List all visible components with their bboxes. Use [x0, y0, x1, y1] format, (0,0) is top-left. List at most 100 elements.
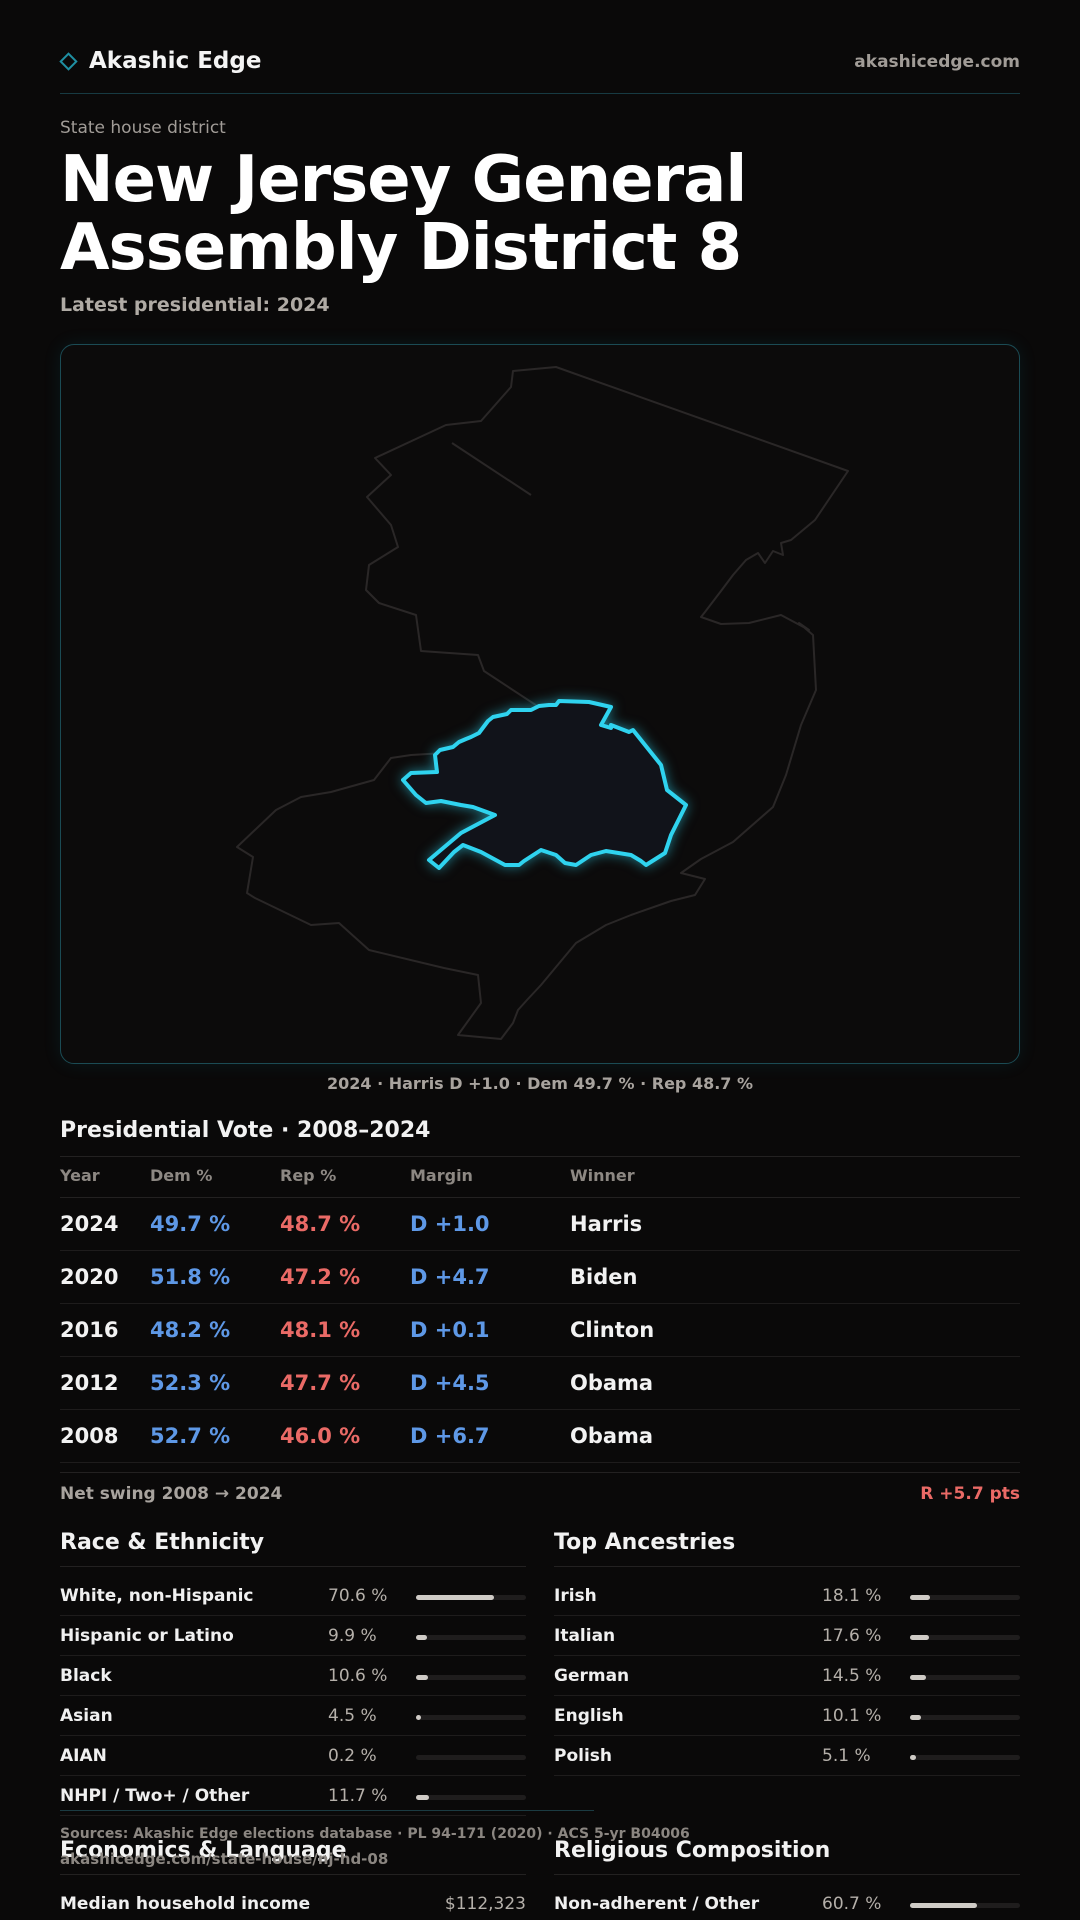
stat-bar [416, 1595, 526, 1600]
col-margin: Margin [410, 1166, 473, 1185]
stat-percent: 4.5 % [328, 1706, 377, 1726]
district-8-shape [401, 699, 688, 870]
net-swing-value: R +5.7 pts [920, 1484, 1020, 1504]
stat-percent: 10.6 % [328, 1666, 388, 1686]
stat-bar-fill [910, 1595, 930, 1600]
row-year: 2012 [60, 1371, 119, 1395]
row-dem: 52.3 % [150, 1371, 231, 1395]
stat-percent: 18.1 % [822, 1586, 882, 1606]
list-item: Hispanic or Latino 9.9 % [60, 1616, 526, 1656]
vote-table-header: Year Dem % Rep % Margin Winner [60, 1166, 1020, 1198]
stat-percent: 60.7 % [822, 1894, 882, 1914]
row-dem: 49.7 % [150, 1212, 231, 1236]
header: Akashic Edge akashicedge.com [59, 48, 1020, 94]
sources-note: Sources: Akashic Edge elections database… [60, 1826, 690, 1842]
row-margin: D +4.7 [410, 1265, 490, 1289]
row-winner: Biden [570, 1265, 638, 1289]
brand[interactable]: Akashic Edge [59, 48, 261, 74]
stat-percent: 0.2 % [328, 1746, 377, 1766]
list-item: German 14.5 % [554, 1656, 1020, 1696]
row-winner: Clinton [570, 1318, 655, 1342]
row-winner: Obama [570, 1371, 654, 1395]
list-item: Non-adherent / Other 60.7 % [554, 1884, 1020, 1920]
stat-label: Non-adherent / Other [554, 1894, 760, 1914]
stat-label: Black [60, 1666, 112, 1686]
net-swing-label: Net swing 2008 → 2024 [60, 1484, 283, 1504]
page-url[interactable]: akashicedge.com/state-house/nj-hd-08 [60, 1850, 389, 1868]
row-margin: D +4.5 [410, 1371, 490, 1395]
page: Akashic Edge akashicedge.com State house… [59, 0, 1020, 1920]
religion-divider [554, 1874, 1020, 1875]
row-year: 2016 [60, 1318, 119, 1342]
stat-bar-fill [416, 1675, 428, 1680]
stat-percent: 10.1 % [822, 1706, 882, 1726]
stat-bar-fill [416, 1595, 494, 1600]
stat-label: Polish [554, 1746, 613, 1766]
col-winner: Winner [570, 1166, 635, 1185]
stat-bar [416, 1635, 526, 1640]
list-item: Polish 5.1 % [554, 1736, 1020, 1776]
row-margin: D +6.7 [410, 1424, 490, 1448]
row-year: 2024 [60, 1212, 119, 1236]
list-item: Black 10.6 % [60, 1656, 526, 1696]
stat-bar [416, 1675, 526, 1680]
row-rep: 47.7 % [280, 1371, 361, 1395]
stat-percent: 5.1 % [822, 1746, 871, 1766]
swing-divider [60, 1472, 1020, 1473]
race-divider [60, 1566, 526, 1567]
district-map [60, 344, 1020, 1064]
row-year: 2008 [60, 1424, 119, 1448]
list-item: Median household income $112,323 [60, 1884, 526, 1920]
stat-value: $112,323 [444, 1894, 526, 1914]
religion-section-title: Religious Composition [554, 1838, 831, 1863]
stat-bar [910, 1755, 1020, 1760]
stat-label: Asian [60, 1706, 113, 1726]
list-item: Asian 4.5 % [60, 1696, 526, 1736]
stat-label: Irish [554, 1586, 597, 1606]
stat-bar-fill [910, 1755, 916, 1760]
table-row: 2008 52.7 % 46.0 % D +6.7 Obama [60, 1410, 1020, 1463]
stat-bar-fill [416, 1715, 421, 1720]
stat-bar-fill [416, 1795, 429, 1800]
page-title: New Jersey General Assembly District 8 [60, 143, 747, 285]
presidential-section-title: Presidential Vote · 2008–2024 [60, 1118, 431, 1143]
col-dem: Dem % [150, 1166, 213, 1185]
stat-label: Italian [554, 1626, 616, 1646]
stat-label: Hispanic or Latino [60, 1626, 234, 1646]
row-margin: D +1.0 [410, 1212, 490, 1236]
section-divider [60, 1156, 1020, 1157]
row-dem: 52.7 % [150, 1424, 231, 1448]
stat-bar [910, 1635, 1020, 1640]
row-year: 2020 [60, 1265, 119, 1289]
stat-bar-fill [910, 1675, 926, 1680]
stat-label: AIAN [60, 1746, 107, 1766]
stat-bar [416, 1795, 526, 1800]
latest-presidential: Latest presidential: 2024 [60, 294, 330, 316]
economics-divider [60, 1874, 526, 1875]
stat-bar-fill [910, 1903, 977, 1908]
site-link[interactable]: akashicedge.com [854, 52, 1020, 72]
stat-bar [416, 1755, 526, 1760]
stat-bar-fill [910, 1715, 922, 1720]
stat-label: Median household income [60, 1894, 311, 1914]
table-row: 2012 52.3 % 47.7 % D +4.5 Obama [60, 1357, 1020, 1410]
row-dem: 51.8 % [150, 1265, 231, 1289]
county-line [451, 442, 532, 496]
col-year: Year [60, 1166, 100, 1185]
list-item: Irish 18.1 % [554, 1576, 1020, 1616]
stat-bar [910, 1675, 1020, 1680]
row-winner: Obama [570, 1424, 654, 1448]
list-item: AIAN 0.2 % [60, 1736, 526, 1776]
footer-divider [60, 1810, 594, 1811]
district-type: State house district [60, 118, 226, 138]
col-rep: Rep % [280, 1166, 337, 1185]
list-item: NHPI / Two+ / Other 11.7 % [60, 1776, 526, 1816]
list-item: English 10.1 % [554, 1696, 1020, 1736]
stat-label: German [554, 1666, 630, 1686]
race-section-title: Race & Ethnicity [60, 1530, 265, 1555]
row-rep: 48.7 % [280, 1212, 361, 1236]
row-rep: 47.2 % [280, 1265, 361, 1289]
stat-percent: 17.6 % [822, 1626, 882, 1646]
stat-bar-fill [910, 1635, 930, 1640]
economics-section-title: Economics & Language [60, 1838, 347, 1863]
